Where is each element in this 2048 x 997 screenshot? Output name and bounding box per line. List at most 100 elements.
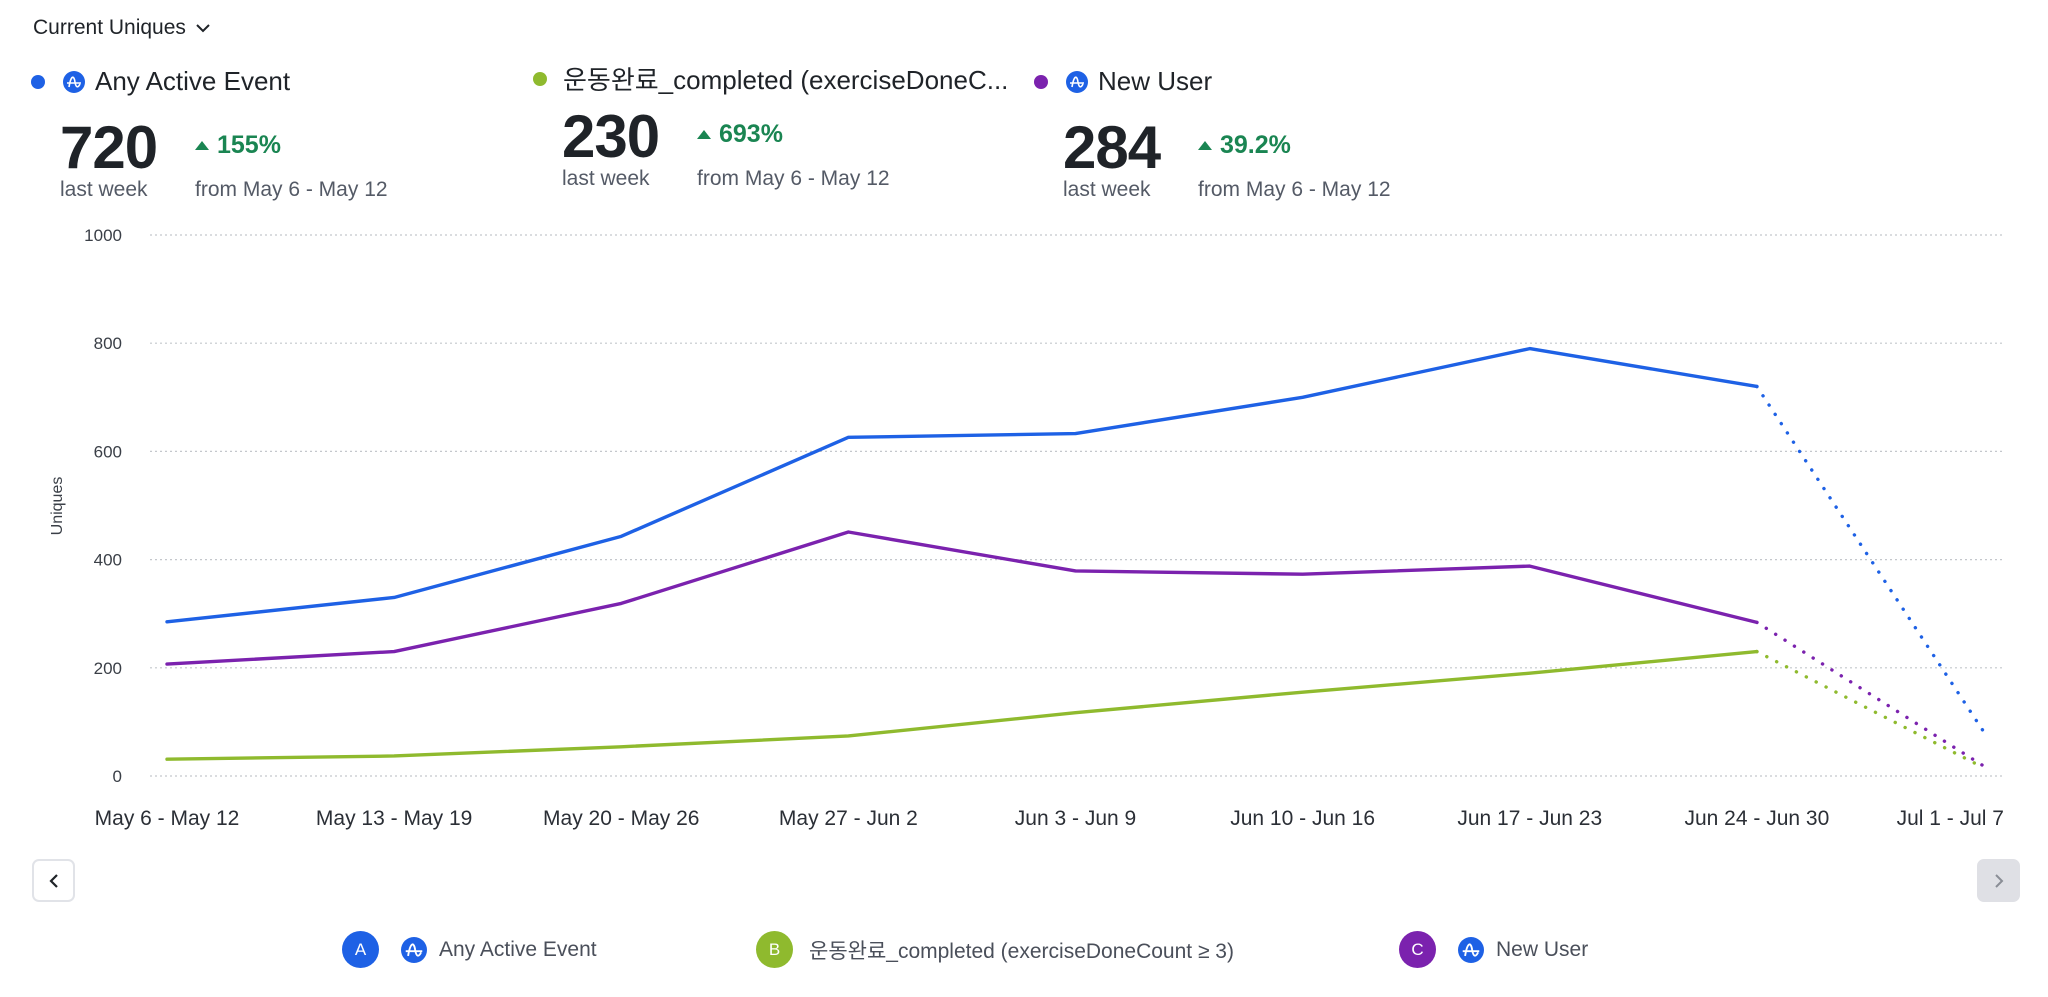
data-point[interactable] bbox=[615, 597, 627, 609]
kpi-change-caption: from May 6 - May 12 bbox=[697, 167, 890, 190]
y-tick-label: 400 bbox=[94, 551, 122, 570]
x-tick-label: Jun 17 - Jun 23 bbox=[1457, 807, 1602, 830]
kpi-change: 39.2% bbox=[1198, 131, 1291, 160]
data-point[interactable] bbox=[842, 730, 854, 742]
trend-up-icon bbox=[1198, 141, 1212, 150]
legend-badge: B bbox=[756, 931, 793, 968]
amplitude-event-icon bbox=[1458, 936, 1484, 963]
gridlines bbox=[150, 234, 2003, 777]
chart-prev-page-button[interactable] bbox=[32, 859, 75, 902]
series-color-dot bbox=[1034, 74, 1048, 89]
kpi-value: 720 bbox=[60, 114, 158, 181]
data-point[interactable] bbox=[615, 741, 627, 753]
data-point[interactable] bbox=[1978, 760, 1990, 772]
data-point[interactable] bbox=[388, 591, 400, 603]
kpi-value-caption: last week bbox=[60, 178, 148, 201]
legend-badge: C bbox=[1399, 931, 1436, 968]
kpi-value-caption: last week bbox=[562, 167, 650, 190]
series-b bbox=[161, 646, 1986, 770]
series-lines bbox=[161, 343, 1990, 772]
kpi-value-caption: last week bbox=[1063, 178, 1151, 201]
data-point[interactable] bbox=[1070, 707, 1082, 719]
y-tick-label: 1000 bbox=[84, 226, 122, 245]
data-point[interactable] bbox=[161, 658, 173, 670]
legend-label: New User bbox=[1496, 937, 1589, 961]
legend-item-any-active-event[interactable]: A Any Active Event bbox=[342, 931, 597, 968]
trend-up-icon bbox=[195, 141, 209, 150]
data-point[interactable] bbox=[1297, 686, 1309, 698]
x-tick-label: Jun 24 - Jun 30 bbox=[1684, 807, 1829, 830]
data-point[interactable] bbox=[1297, 391, 1309, 403]
x-tick-label: May 20 - May 26 bbox=[543, 807, 699, 830]
amplitude-event-icon bbox=[1066, 70, 1088, 93]
series-line-incomplete bbox=[1755, 620, 1986, 768]
data-point[interactable] bbox=[1978, 726, 1990, 738]
legend-badge: A bbox=[342, 931, 379, 968]
data-point[interactable] bbox=[615, 530, 627, 542]
data-point[interactable] bbox=[1070, 565, 1082, 577]
y-axis-ticks: 0 200 400 600 800 1000 bbox=[84, 226, 122, 786]
amplitude-event-icon bbox=[401, 936, 427, 963]
metric-selector-dropdown[interactable]: Current Uniques bbox=[33, 16, 212, 40]
data-point[interactable] bbox=[388, 646, 400, 658]
x-tick-label: May 13 - May 19 bbox=[316, 807, 472, 830]
x-tick-label: Jun 3 - Jun 9 bbox=[1015, 807, 1136, 830]
amplitude-event-icon bbox=[63, 70, 85, 93]
kpi-change-caption: from May 6 - May 12 bbox=[195, 178, 388, 201]
legend-item-exercise-completed[interactable]: B 운동완료_completed (exerciseDoneCount ≥ 3) bbox=[756, 931, 1234, 968]
kpi-change-caption: from May 6 - May 12 bbox=[1198, 178, 1391, 201]
series-c bbox=[161, 526, 1990, 772]
data-point[interactable] bbox=[1070, 428, 1082, 440]
data-point[interactable] bbox=[1297, 568, 1309, 580]
kpi-title: 운동완료_completed (exerciseDoneC... bbox=[563, 65, 1009, 95]
chevron-right-icon bbox=[1994, 873, 2003, 888]
series-line-solid bbox=[165, 649, 1759, 761]
data-point[interactable] bbox=[1751, 616, 1763, 628]
legend-item-new-user[interactable]: C New User bbox=[1399, 931, 1588, 968]
data-point[interactable] bbox=[161, 616, 173, 628]
series-color-dot bbox=[533, 71, 547, 86]
data-point[interactable] bbox=[842, 526, 854, 538]
kpi-change: 155% bbox=[195, 131, 281, 160]
series-line-incomplete bbox=[1755, 649, 1986, 770]
trend-up-icon bbox=[697, 130, 711, 139]
chart-legend: A Any Active Event B 운동완료_completed (exe… bbox=[0, 931, 2048, 971]
y-tick-label: 800 bbox=[94, 334, 122, 353]
series-color-dot bbox=[31, 74, 45, 89]
kpi-value: 284 bbox=[1063, 114, 1161, 181]
line-chart: 0 200 400 600 800 1000 Uniques May 6 - May 12… bbox=[49, 226, 2004, 830]
data-point[interactable] bbox=[1751, 646, 1763, 658]
data-point[interactable] bbox=[388, 750, 400, 762]
data-point[interactable] bbox=[1751, 380, 1763, 392]
data-point[interactable] bbox=[1524, 343, 1536, 355]
series-line-solid bbox=[165, 530, 1759, 666]
kpi-title: Any Active Event bbox=[95, 66, 291, 96]
kpi-change-value: 155% bbox=[217, 131, 281, 159]
series-a bbox=[161, 343, 1990, 738]
y-axis-title: Uniques bbox=[49, 477, 66, 536]
y-tick-label: 0 bbox=[113, 767, 122, 786]
x-tick-label: May 6 - May 12 bbox=[95, 807, 240, 830]
chevron-left-icon bbox=[48, 873, 58, 888]
x-tick-label: Jul 1 - Jul 7 bbox=[1897, 807, 2004, 830]
legend-label: Any Active Event bbox=[439, 937, 597, 961]
kpi-change-value: 693% bbox=[719, 120, 783, 148]
series-line-incomplete bbox=[1755, 384, 1986, 734]
x-axis-ticks: May 6 - May 12 May 13 - May 19 May 20 - Ma… bbox=[95, 807, 2004, 830]
y-tick-label: 200 bbox=[94, 659, 122, 678]
data-point[interactable] bbox=[161, 753, 173, 765]
kpi-title: New User bbox=[1098, 66, 1213, 96]
kpi-value: 230 bbox=[562, 103, 660, 170]
data-point[interactable] bbox=[1524, 667, 1536, 679]
chevron-down-icon bbox=[196, 24, 210, 33]
x-tick-label: May 27 - Jun 2 bbox=[779, 807, 918, 830]
series-line-solid bbox=[165, 346, 1759, 624]
data-point[interactable] bbox=[842, 431, 854, 443]
metric-selector-label: Current Uniques bbox=[33, 16, 186, 39]
x-tick-label: Jun 10 - Jun 16 bbox=[1230, 807, 1375, 830]
y-tick-label: 600 bbox=[94, 442, 122, 461]
kpi-change: 693% bbox=[697, 120, 783, 149]
kpi-change-value: 39.2% bbox=[1220, 131, 1291, 159]
chart-next-page-button[interactable] bbox=[1977, 859, 2020, 902]
data-point[interactable] bbox=[1524, 560, 1536, 572]
